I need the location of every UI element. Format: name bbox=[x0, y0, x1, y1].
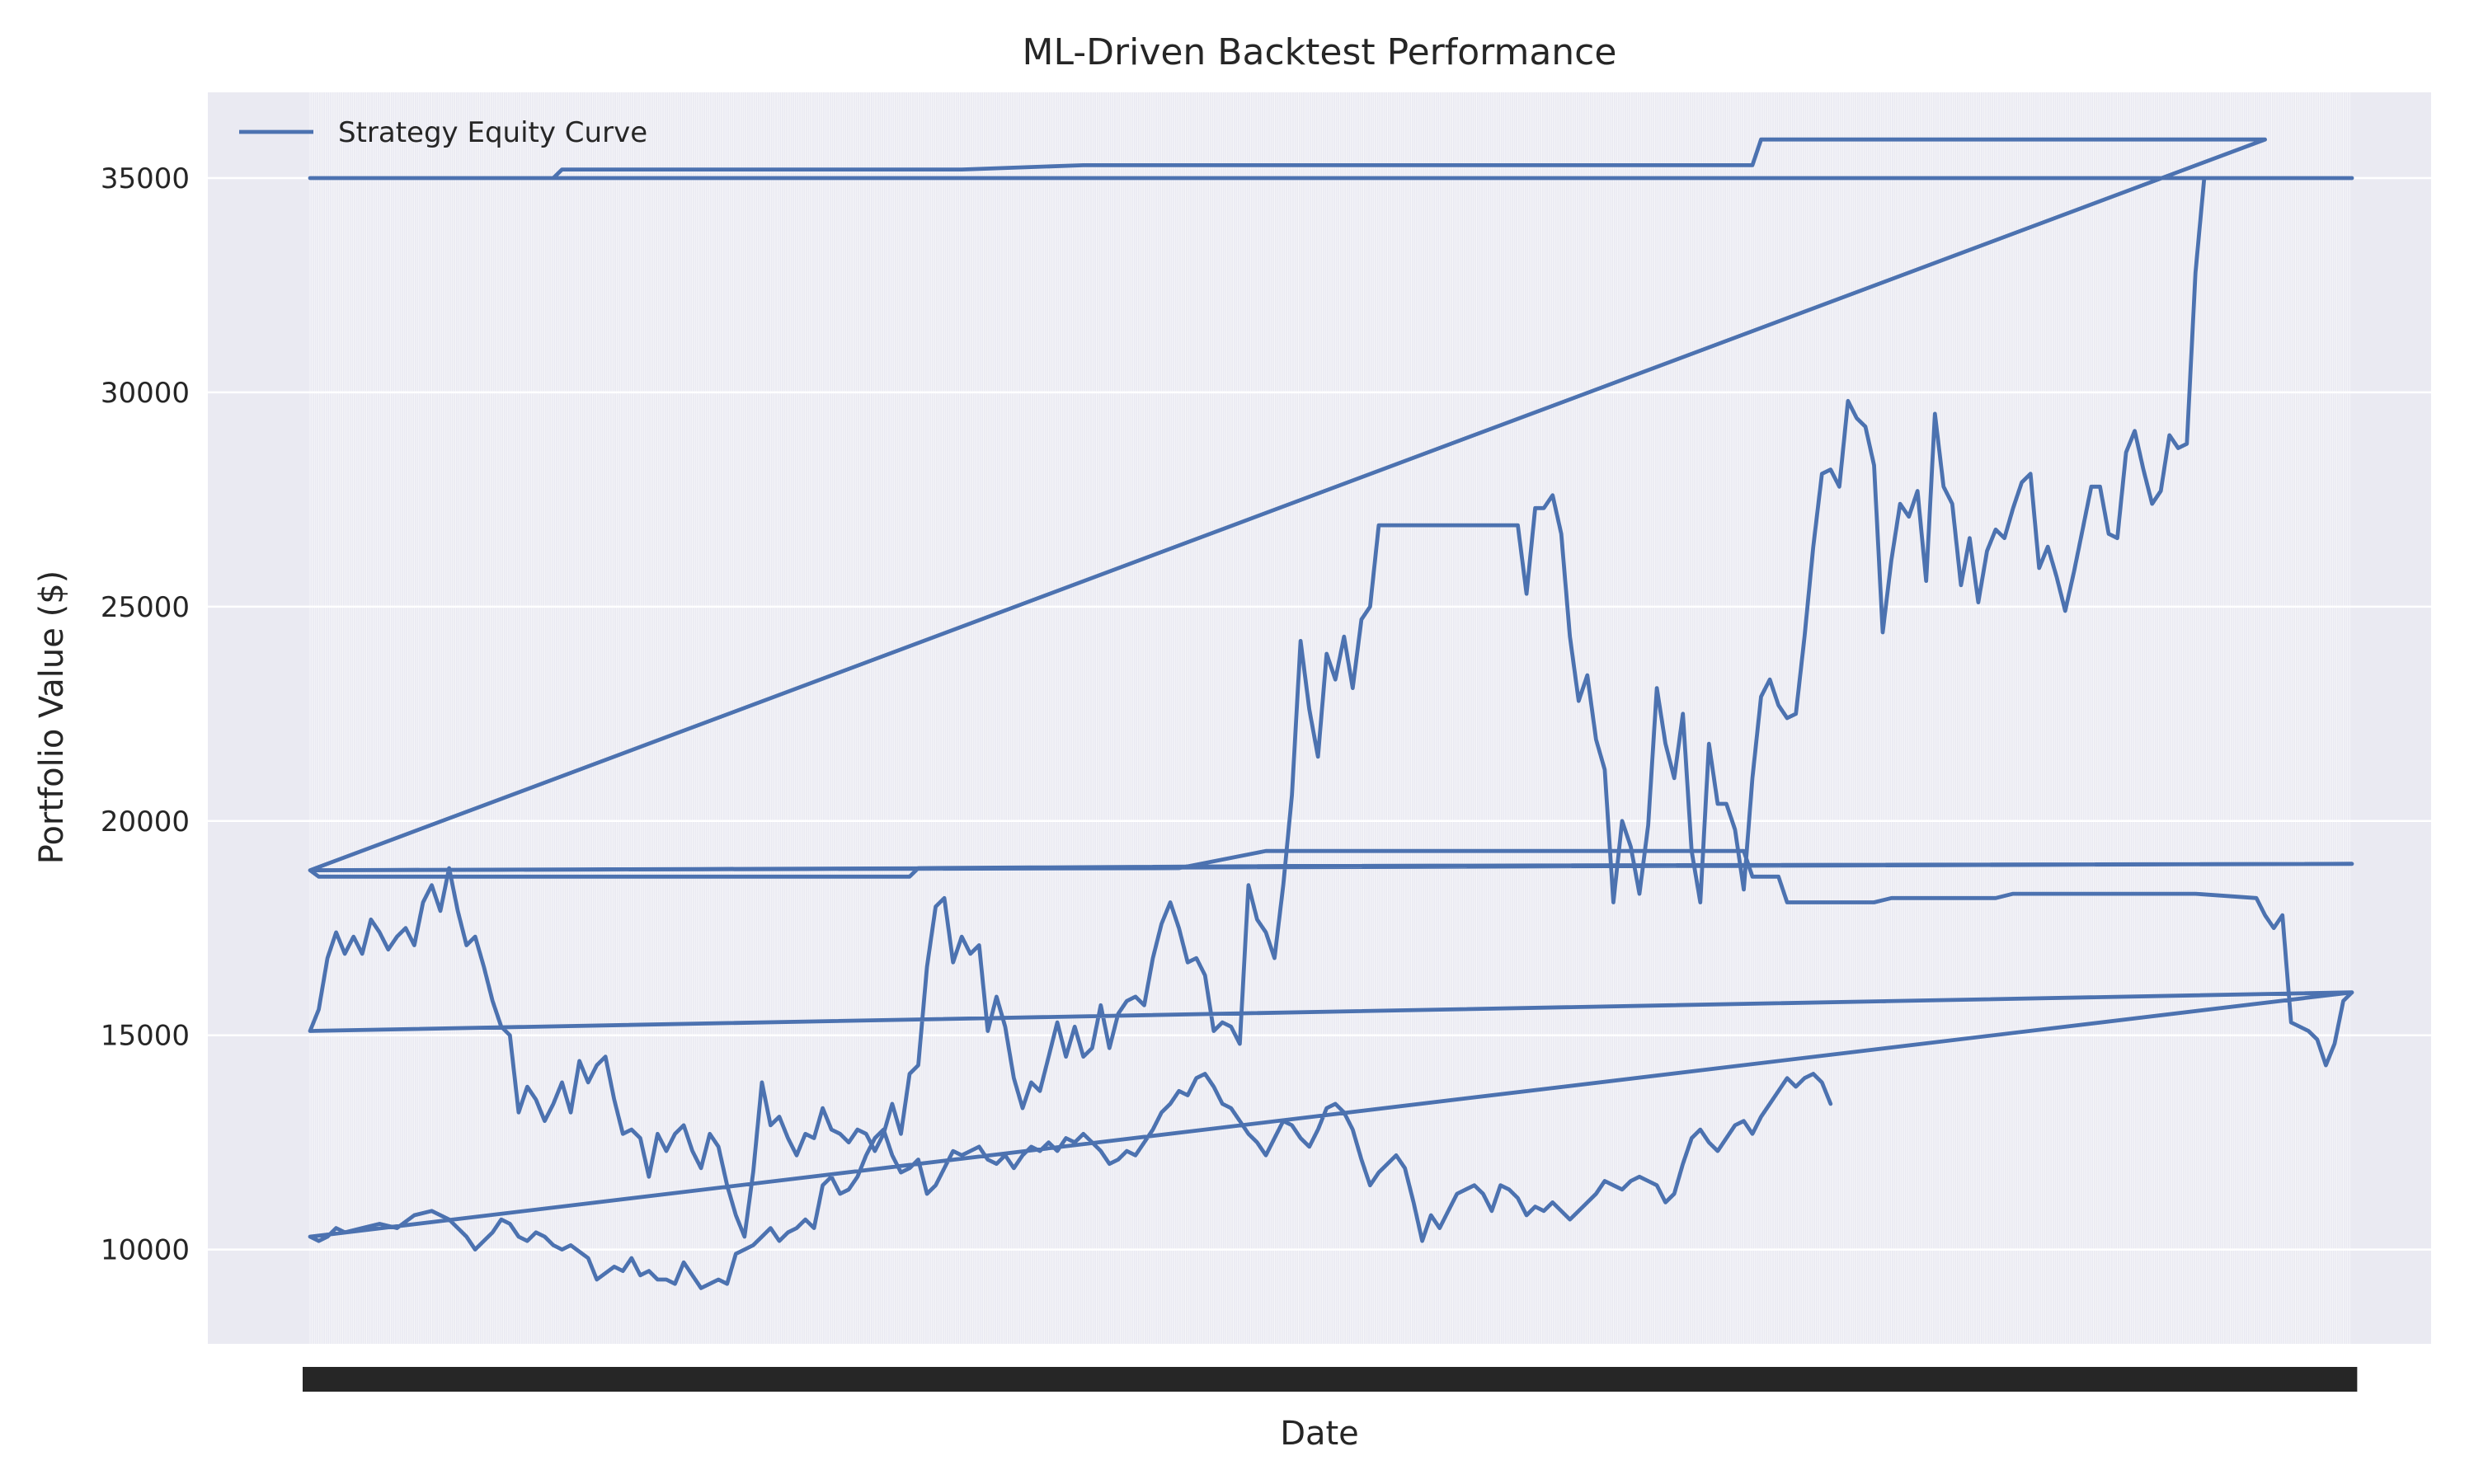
x-tick-label bbox=[2342, 1367, 2358, 1392]
x-gridlines bbox=[309, 92, 2350, 1344]
series-layer bbox=[308, 137, 2354, 1290]
y-tick-label: 10000 bbox=[101, 1234, 190, 1267]
legend-label: Strategy Equity Curve bbox=[338, 116, 647, 149]
y-tick-label: 15000 bbox=[101, 1020, 190, 1053]
y-tick-label: 30000 bbox=[101, 377, 190, 410]
legend: Strategy Equity Curve bbox=[239, 116, 647, 149]
x-axis-label: Date bbox=[1280, 1415, 1359, 1453]
y-tick-label: 25000 bbox=[101, 591, 190, 624]
x-tick-labels bbox=[303, 1367, 2358, 1392]
chart-title: ML-Driven Backtest Performance bbox=[1023, 31, 1617, 73]
y-tick-label: 20000 bbox=[101, 805, 190, 838]
y-tick-label: 35000 bbox=[101, 162, 190, 195]
y-tick-labels: 10000 15000 20000 25000 30000 35000 bbox=[101, 162, 190, 1267]
y-axis-label: Portfolio Value ($) bbox=[33, 571, 71, 864]
series-line bbox=[308, 137, 2354, 1290]
